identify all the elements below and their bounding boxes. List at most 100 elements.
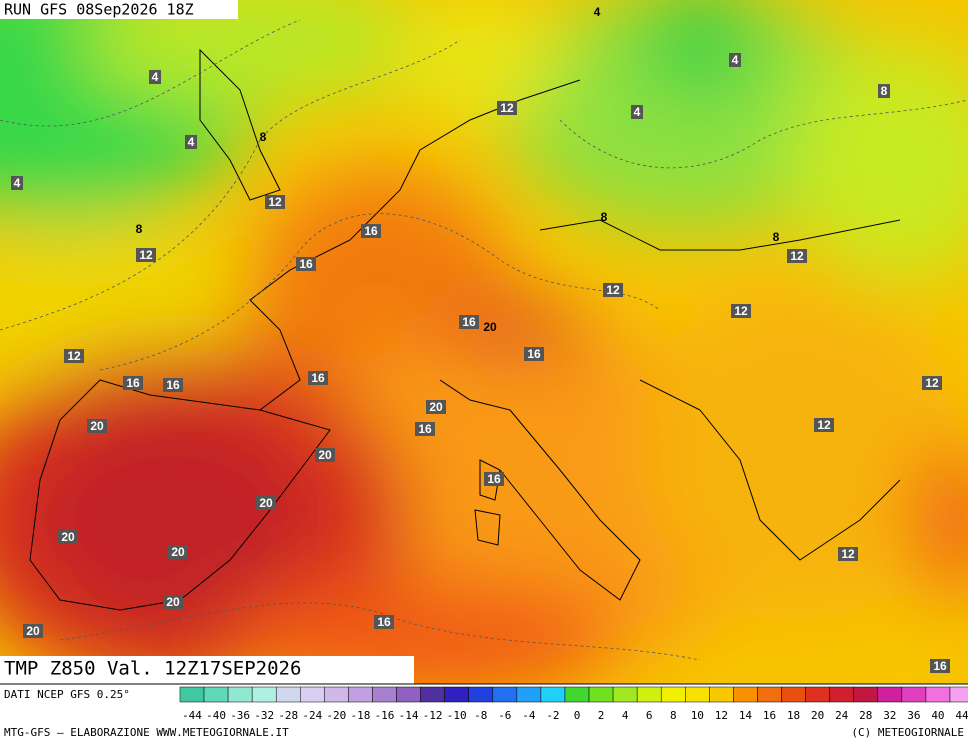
coastlines — [29, 48, 901, 611]
colorbar-swatch — [348, 686, 373, 703]
contour-label: 16 — [166, 378, 180, 392]
label-box — [136, 248, 156, 262]
colorbar-swatch — [588, 686, 614, 703]
label-box — [814, 418, 834, 432]
colorbar-tick-label: 32 — [883, 709, 896, 722]
colorbar-swatch — [805, 686, 830, 703]
colorbar-tick-label: -2 — [546, 709, 559, 722]
contour-label: 20 — [318, 448, 332, 462]
colorbar-tick-label: -14 — [399, 709, 419, 722]
contour-label: 4 — [152, 70, 159, 84]
colorbar-swatch — [179, 686, 205, 703]
label-box — [163, 595, 183, 609]
label-box — [603, 283, 623, 297]
colorbar-tick-label: 16 — [763, 709, 776, 722]
colorbar-tick-label: 12 — [715, 709, 728, 722]
contour-label: 12 — [734, 304, 748, 318]
colorbar-swatch — [757, 686, 782, 703]
label-box — [361, 224, 381, 238]
label-box — [149, 70, 161, 84]
colorbar-swatch — [540, 686, 566, 703]
colorbar-tick-label: -8 — [474, 709, 487, 722]
colorbar-swatch — [203, 686, 229, 703]
colorbar-tick-label: 14 — [739, 709, 753, 722]
contour-label: 4 — [188, 135, 195, 149]
label-box — [296, 257, 316, 271]
run-label: RUN GFS 08Sep2026 18Z — [4, 1, 194, 19]
colorbar: -44 -40 -36 -32 -28 -24 -20 -18 -16 -14 -12 -10 -8 -6… — [179, 686, 968, 722]
colorbar-swatch — [925, 686, 951, 703]
run-box — [0, 0, 238, 19]
label-box — [315, 448, 335, 462]
field-label: TMP Z850 Val. 12Z17SEP2026 — [4, 658, 301, 680]
colorbar-tick-label: -40 — [206, 709, 226, 722]
colorbar-swatch — [949, 686, 968, 703]
label-box — [185, 135, 197, 149]
colorbar-swatch — [516, 686, 542, 703]
contour-label: 12 — [139, 248, 153, 262]
contour-label: 20 — [171, 545, 185, 559]
colorbar-swatch — [733, 686, 758, 703]
contour-label: 12 — [841, 547, 855, 561]
colorbar-swatch — [901, 686, 927, 703]
colorbar-tick-label: 0 — [574, 709, 581, 722]
contour-label: 16 — [299, 257, 313, 271]
colorbar-tick-label: -28 — [278, 709, 298, 722]
colorbar-tick-label: 24 — [835, 709, 849, 722]
contour-label: 16 — [933, 659, 947, 673]
field-box — [0, 656, 414, 684]
colorbar-swatch — [853, 686, 879, 703]
colorbar-swatch — [709, 686, 734, 703]
colorbar-tick-label: -6 — [498, 709, 511, 722]
contour-label: 16 — [487, 472, 501, 486]
colorbar-tick-label: 6 — [646, 709, 653, 722]
colorbar-swatch — [251, 686, 277, 703]
label-box — [787, 249, 807, 263]
colorbar-swatch — [324, 686, 349, 703]
colorbar-swatch — [396, 686, 421, 703]
contour-label: 20 — [483, 320, 497, 334]
contour-label: 16 — [311, 371, 325, 385]
contour-label: 8 — [601, 210, 608, 224]
label-box — [265, 195, 285, 209]
colorbar-tick-label: -32 — [254, 709, 274, 722]
label-box — [930, 659, 950, 673]
colorbar-swatch — [612, 686, 638, 703]
colorbar-tick-label: 4 — [622, 709, 629, 722]
contour-label: 20 — [61, 530, 75, 544]
colorbar-tick-label: 8 — [670, 709, 677, 722]
contour-label: 12 — [606, 283, 620, 297]
colorbar-swatch — [372, 686, 397, 703]
contour-label: 16 — [377, 615, 391, 629]
contour-label: 8 — [881, 84, 888, 98]
contour-label: 16 — [364, 224, 378, 238]
label-box — [87, 419, 107, 433]
label-box — [922, 376, 942, 390]
contour-label: 20 — [429, 400, 443, 414]
contour-label: 12 — [790, 249, 804, 263]
contour-label: 12 — [268, 195, 282, 209]
label-box — [256, 496, 276, 510]
colorbar-tick-label: -44 — [182, 709, 202, 722]
colorbar-tick-label: -10 — [447, 709, 467, 722]
contour-label: 20 — [166, 595, 180, 609]
label-box — [631, 105, 643, 119]
colorbar-swatch — [564, 686, 590, 703]
colorbar-tick-label: 40 — [931, 709, 944, 722]
contour-label: 16 — [462, 315, 476, 329]
contour-label: 20 — [26, 624, 40, 638]
contour-label: 12 — [500, 101, 514, 115]
colorbar-tick-label: 44 — [955, 709, 968, 722]
label-box — [168, 545, 188, 559]
colorbar-swatch — [877, 686, 903, 703]
source-label: DATI NCEP GFS 0.25° — [4, 688, 130, 701]
colorbar-tick-label: -36 — [230, 709, 250, 722]
label-box — [426, 400, 446, 414]
label-box — [731, 304, 751, 318]
label-box — [497, 101, 517, 115]
colorbar-swatch — [660, 686, 686, 703]
colorbar-tick-label: 36 — [907, 709, 920, 722]
label-box — [459, 315, 479, 329]
colorbar-tick-label: -24 — [302, 709, 322, 722]
colorbar-tick-label: -12 — [423, 709, 443, 722]
